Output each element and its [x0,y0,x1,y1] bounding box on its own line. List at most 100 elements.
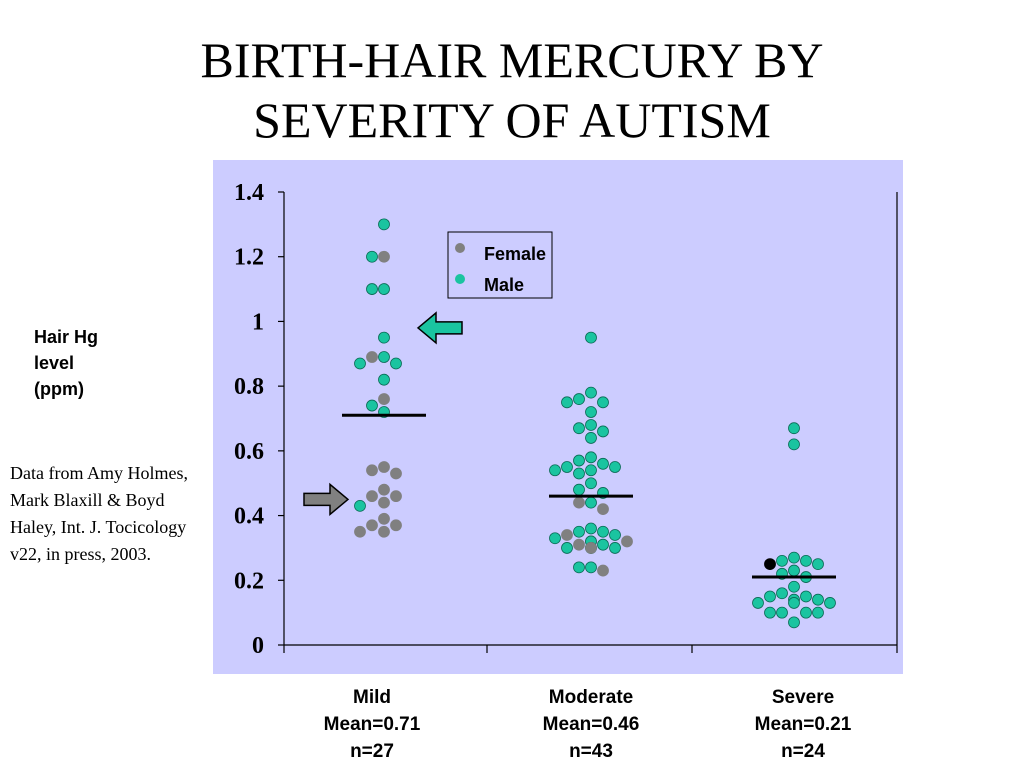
data-point-moderate-female [573,538,585,551]
category-severe-n: n=24 [781,741,825,762]
data-point-moderate-female [597,564,609,577]
data-point-mild-male [354,499,366,512]
data-point-mild-female [378,461,390,473]
data-point-moderate-male [585,561,597,574]
category-mild-name: Mild [353,687,391,708]
data-point-mild-male [378,331,390,344]
data-point-moderate-male [585,477,597,490]
data-point-moderate-male [597,425,609,438]
data-point-severe-male [800,606,812,619]
data-point-moderate-male [597,396,609,409]
data-point-moderate-male [549,532,561,545]
data-point-mild-female [378,483,390,496]
data-point-severe-male [788,422,800,435]
data-point-mild-female [366,351,378,363]
data-point-moderate-female [621,535,633,548]
data-point-severe-male [776,587,788,600]
y-axis-label-line-3: (ppm) [34,379,84,399]
data-point-severe-male [764,590,776,603]
y-tick-label: 1.2 [234,245,264,271]
title-line-2: SEVERITY OF AUTISM [253,92,771,148]
data-point-severe-male [752,597,764,609]
data-point-moderate-male [573,454,585,467]
data-point-moderate-female [573,496,585,509]
data-point-severe-male [824,597,836,609]
data-point-moderate-female [561,529,573,541]
y-tick-label: 0.4 [234,504,264,530]
category-moderate-n: n=43 [569,741,613,762]
data-point-moderate-male [585,419,597,431]
data-point-moderate-male [549,464,561,477]
y-tick-label: 1.4 [234,180,264,206]
data-point-moderate-male [585,522,597,535]
data-point-mild-female [378,393,390,405]
data-point-severe-male [788,438,800,451]
data-point-mild-female [366,464,378,477]
data-point-severe-male [812,558,824,571]
data-point-moderate-male [585,464,597,477]
category-mild-n: n=27 [350,741,394,762]
data-point-mild-female [390,519,402,532]
data-point-moderate-male [573,525,585,538]
data-point-severe-male [812,593,824,606]
legend-marker-male [455,274,465,284]
data-point-moderate-male [573,422,585,435]
data-point-severe-male [764,606,776,619]
data-point-moderate-male [585,451,597,464]
y-tick-label: 0.6 [234,439,264,465]
data-point-mild-male [378,218,390,231]
y-tick-label: 1 [252,309,264,335]
y-axis-label: Hair Hg level (ppm) [34,324,98,402]
data-point-moderate-female [585,542,597,554]
data-point-mild-female [378,525,390,538]
data-point-mild-female [378,250,390,263]
data-point-severe-male [788,616,800,629]
data-point-mild-female [366,519,378,532]
title-line-1: BIRTH-HAIR MERCURY BY [200,32,824,88]
data-point-mild-male [378,351,390,363]
data-point-severe-male [800,554,812,567]
data-point-moderate-male [597,538,609,551]
data-point-moderate-male [561,396,573,409]
data-point-mild-female [390,467,402,480]
data-point-severe-male [812,606,824,619]
data-point-mild-male [378,373,390,386]
y-tick-label: 0.2 [234,568,264,594]
y-tick-label: 0 [252,633,264,659]
category-moderate-mean: Mean=0.46 [542,714,640,735]
data-point-mild-female [378,512,390,525]
data-point-moderate-male [561,542,573,554]
source-note: Data from Amy Holmes, Mark Blaxill & Boy… [10,463,188,564]
legend-label-male: Male [484,275,524,295]
y-tick-label: 0.8 [234,374,264,400]
category-mild-mean: Mean=0.71 [323,714,421,735]
legend-label-female: Female [484,244,546,264]
category-moderate-name: Moderate [548,687,634,708]
data-point-severe-male [776,554,788,567]
data-point-severe-male [788,551,800,564]
category-severe-name: Severe [771,687,835,708]
data-point-moderate-male [573,467,585,480]
data-point-moderate-male [609,529,621,541]
data-point-severe-male [776,606,788,619]
legend-marker-female [455,243,465,253]
data-point-severe-male [800,590,812,603]
data-point-moderate-male [597,525,609,538]
data-point-moderate-male [585,406,597,418]
data-point-severe-male [788,597,800,609]
data-point-moderate-male [585,386,597,399]
y-axis-label-line-1: Hair Hg [34,327,99,347]
category-label-severe: Severe Mean=0.21 n=24 [713,684,893,765]
data-point-mild-male [366,283,378,295]
data-point-severe-male [788,564,800,577]
data-point-severe-other [764,558,776,571]
annotation-arrow-right [303,482,350,516]
data-point-moderate-male [585,432,597,444]
data-point-mild-female [378,496,390,509]
data-point-mild-female [390,490,402,503]
data-point-moderate-male [573,561,585,574]
data-point-mild-male [390,357,402,370]
data-point-moderate-female [597,503,609,516]
category-label-moderate: Moderate Mean=0.46 n=43 [501,684,681,765]
